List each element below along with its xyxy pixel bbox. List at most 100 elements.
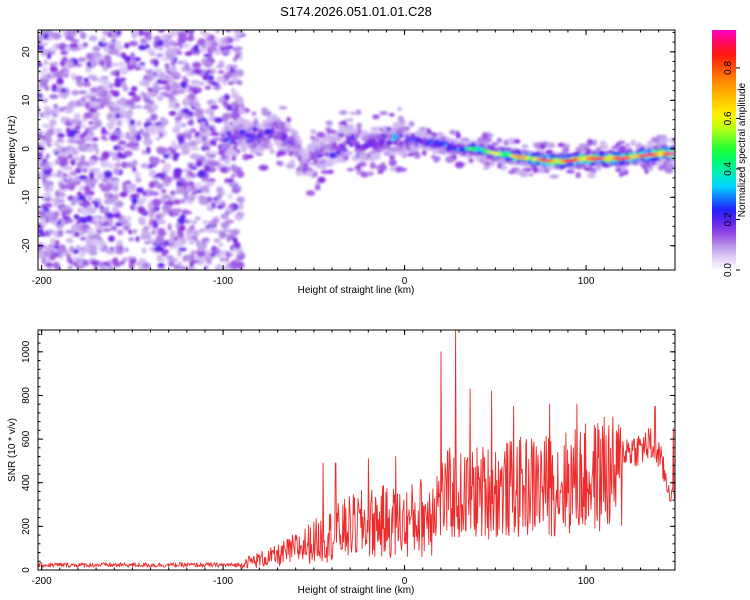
spectrogram-cell (128, 237, 135, 242)
spectrogram-cell (209, 207, 214, 212)
spectrogram-cell (93, 233, 101, 238)
spectrogram-cell (205, 146, 210, 151)
spectrogram-cell (87, 74, 97, 80)
spectrogram-cell (152, 104, 159, 111)
spectrogram-cell (171, 82, 180, 90)
spectrogram-cell (189, 153, 200, 160)
spectrogram-cell (230, 102, 237, 109)
spectrogram-cell (85, 52, 94, 60)
spectrogram-cell (173, 209, 181, 213)
spectrogram-cell (313, 170, 318, 177)
spectrogram-cell (103, 170, 113, 179)
spectrogram-cell (43, 33, 49, 40)
spectrogram-cell (83, 77, 90, 83)
spectrogram-cell (231, 187, 240, 194)
spectrogram-cell (130, 52, 135, 60)
spectrogram-cell (42, 98, 48, 103)
spectrogram-cell (170, 61, 176, 67)
spectrogram-cell (189, 31, 194, 39)
spectrogram-cell (176, 239, 184, 248)
spectrogram-cell (110, 225, 118, 230)
spectrogram-cell (146, 92, 152, 98)
spectrogram-cell (38, 205, 43, 213)
spectrogram-cell (58, 252, 63, 259)
spectrogram-cell (188, 185, 193, 192)
spectrogram-cell (52, 149, 60, 153)
spectrogram-cell (576, 163, 583, 168)
spectrogram-cell (298, 148, 306, 153)
spectrogram-cell (65, 219, 74, 224)
spectrogram-cell (99, 59, 105, 67)
spectrogram-cell (75, 220, 82, 225)
spectrogram-cell (408, 121, 415, 127)
spectrogram-cell (233, 241, 241, 249)
spectrogram-cell (352, 130, 359, 135)
spectrogram-cell (77, 57, 87, 62)
spectrogram-cell (69, 245, 75, 253)
spectrogram-cell (280, 130, 286, 134)
spectrogram-cell (183, 129, 189, 133)
spectrogram-cell (80, 259, 89, 267)
spectrogram-cell (160, 116, 165, 121)
spectrogram-cell (156, 172, 166, 178)
spectrogram-cell (129, 135, 137, 143)
spectrogram-cell (71, 72, 76, 81)
spectrogram-cell (155, 238, 165, 244)
spectrogram-cell (187, 181, 195, 187)
spectrogram-cell (62, 173, 67, 177)
spectrogram-cell (113, 81, 122, 88)
spectrogram-cell (53, 261, 60, 269)
spectrogram-cell (92, 239, 103, 246)
spectrogram-cell (73, 231, 80, 237)
spectrogram-cell (202, 184, 209, 193)
spectrogram-cell (174, 116, 183, 122)
spectrogram-cell (525, 163, 531, 167)
spectrogram-ytick-label: 10 (21, 94, 32, 106)
spectrogram-cell (160, 79, 169, 85)
spectrogram-cell (378, 138, 386, 144)
spectrogram-cell (217, 70, 225, 74)
spectrogram-cell (389, 113, 395, 117)
spectrogram-cell (100, 135, 107, 140)
snr-ytick-label: 1000 (21, 340, 32, 363)
spectrogram-cell (128, 91, 137, 97)
spectrogram-cell (132, 166, 137, 173)
spectrogram-cell (114, 69, 120, 78)
spectrogram-cell (670, 137, 675, 143)
spectrogram-cell (49, 121, 54, 129)
spectrogram-cell (38, 229, 44, 234)
spectrogram-cell (112, 156, 119, 161)
spectrogram-cell (222, 80, 227, 86)
spectrogram-cell (168, 95, 176, 101)
colorbar-tick-label: 0.4 (723, 162, 734, 176)
spectrogram-cell (177, 60, 183, 65)
spectrogram-cell (659, 134, 667, 141)
spectrogram-cell (213, 238, 221, 244)
spectrogram-cell (167, 223, 172, 231)
spectrogram-cell (218, 242, 223, 248)
spectrogram-cell (222, 101, 229, 107)
spectrogram-cell (175, 128, 180, 134)
spectrogram-cell (139, 128, 144, 135)
spectrogram-cell (223, 36, 228, 45)
spectrogram-cell (101, 36, 106, 44)
spectrogram-cell (145, 43, 150, 49)
spectrogram-cell (88, 121, 94, 125)
spectrogram-cell (346, 118, 354, 122)
spectrogram-cell (327, 169, 334, 174)
spectrogram-cell (146, 48, 154, 55)
spectrogram-cell (168, 261, 175, 267)
spectrogram-cell (127, 256, 135, 260)
spectrogram-cell (436, 132, 444, 137)
spectrogram-cell (70, 38, 80, 43)
spectrogram-cell (75, 100, 82, 107)
spectrogram-cell (38, 157, 45, 162)
spectrogram-cell (134, 170, 141, 179)
spectrogram-cell (56, 247, 67, 253)
spectrogram-cell (44, 245, 52, 251)
spectrogram-cell (85, 101, 91, 110)
spectrogram-cell (157, 262, 165, 269)
spectrogram-cell (182, 168, 192, 173)
spectrogram-cell (189, 128, 197, 133)
